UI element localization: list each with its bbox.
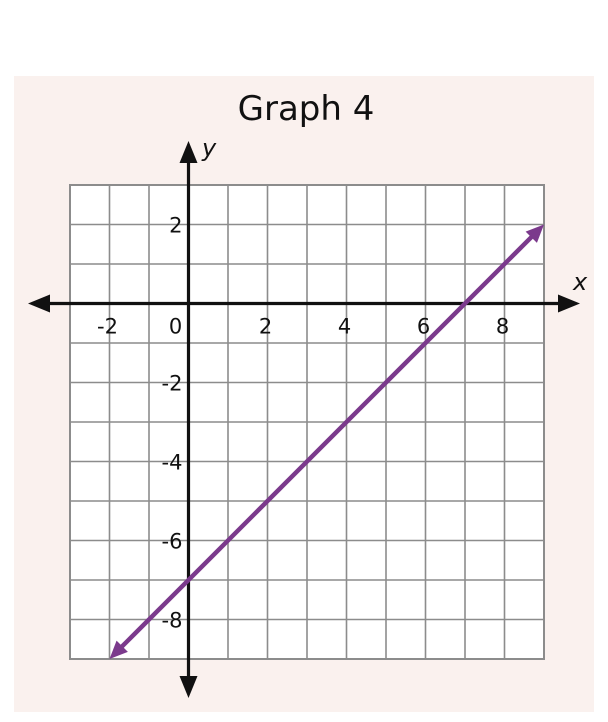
x-tick-label: 6 bbox=[417, 315, 430, 339]
origin-label: 0 bbox=[169, 315, 182, 339]
y-tick-label: -8 bbox=[162, 609, 183, 633]
y-tick-label: -6 bbox=[162, 530, 183, 554]
x-tick-label: 8 bbox=[496, 315, 509, 339]
series-arrowhead-start bbox=[109, 640, 128, 659]
series-arrowhead-end bbox=[525, 224, 544, 243]
y-tick-label: -4 bbox=[162, 451, 183, 475]
y-tick-label: 2 bbox=[169, 214, 182, 238]
x-tick-label: 2 bbox=[259, 315, 272, 339]
y-axis-arrow-up bbox=[179, 141, 198, 163]
tick-labels: -2 0 2 4 6 8 2 -2 -4 -6 -8 bbox=[97, 214, 509, 633]
x-axis-label: x bbox=[572, 268, 588, 296]
x-axis-arrow-left bbox=[28, 294, 50, 313]
y-tick-label: -2 bbox=[162, 372, 183, 396]
series-layer bbox=[109, 224, 544, 659]
grid bbox=[69, 184, 545, 660]
chart-title: Graph 4 bbox=[238, 89, 375, 129]
graph-4-chart: Graph 4 xy -2 0 2 4 6 82-2-4-6-8 bbox=[28, 89, 588, 698]
y-axis-arrow-down bbox=[179, 676, 198, 698]
x-tick-label: 4 bbox=[338, 315, 351, 339]
series-line bbox=[119, 234, 535, 650]
y-axis-label: y bbox=[201, 134, 217, 162]
x-tick-label: -2 bbox=[97, 315, 118, 339]
axes: xy bbox=[28, 134, 588, 698]
x-axis-arrow-right bbox=[558, 294, 580, 313]
